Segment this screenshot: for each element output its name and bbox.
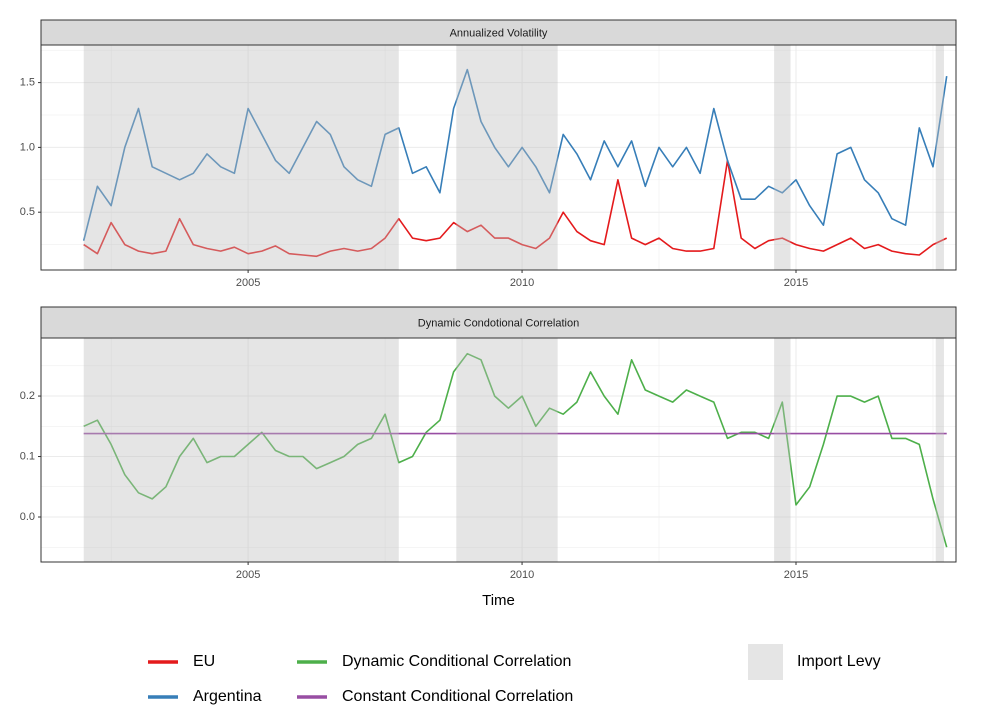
shaded-region bbox=[935, 45, 944, 270]
shaded-region bbox=[774, 338, 791, 562]
x-tick-label: 2015 bbox=[784, 277, 808, 289]
y-tick-label: 1.5 bbox=[20, 76, 35, 88]
x-tick-label: 2010 bbox=[510, 569, 534, 581]
strip-title: Dynamic Condotional Correlation bbox=[418, 317, 579, 329]
legend-label: Dynamic Conditional Correlation bbox=[342, 653, 571, 670]
strip bbox=[40, 306, 957, 339]
y-tick-label: 1.0 bbox=[20, 141, 35, 153]
shaded-region bbox=[456, 338, 558, 562]
legend-key bbox=[748, 644, 783, 680]
legend-label: EU bbox=[193, 653, 215, 670]
legend-label: Constant Conditional Correlation bbox=[342, 688, 573, 705]
series-line bbox=[82, 68, 948, 241]
x-tick-label: 2005 bbox=[236, 569, 260, 581]
panel-background bbox=[41, 338, 956, 562]
strip-title: Annualized Volatility bbox=[450, 27, 548, 39]
y-tick-label: 0.2 bbox=[20, 390, 35, 402]
series-line bbox=[83, 352, 948, 548]
x-tick-label: 2005 bbox=[236, 277, 260, 289]
series-line bbox=[83, 159, 948, 258]
shaded-region bbox=[456, 45, 558, 270]
y-tick-label: 0.5 bbox=[20, 206, 35, 218]
shaded-region bbox=[83, 45, 399, 270]
x-axis-title: Time bbox=[482, 592, 515, 609]
y-tick-label: 0.1 bbox=[20, 450, 35, 462]
y-tick-label: 0.0 bbox=[20, 511, 35, 523]
x-tick-label: 2010 bbox=[510, 277, 534, 289]
legend-label: Argentina bbox=[193, 688, 262, 705]
shaded-region bbox=[774, 45, 791, 270]
legend-label: Import Levy bbox=[797, 653, 881, 670]
x-tick-label: 2015 bbox=[784, 569, 808, 581]
strip bbox=[40, 19, 957, 46]
shaded-region bbox=[83, 338, 399, 562]
shaded-region bbox=[935, 338, 944, 562]
